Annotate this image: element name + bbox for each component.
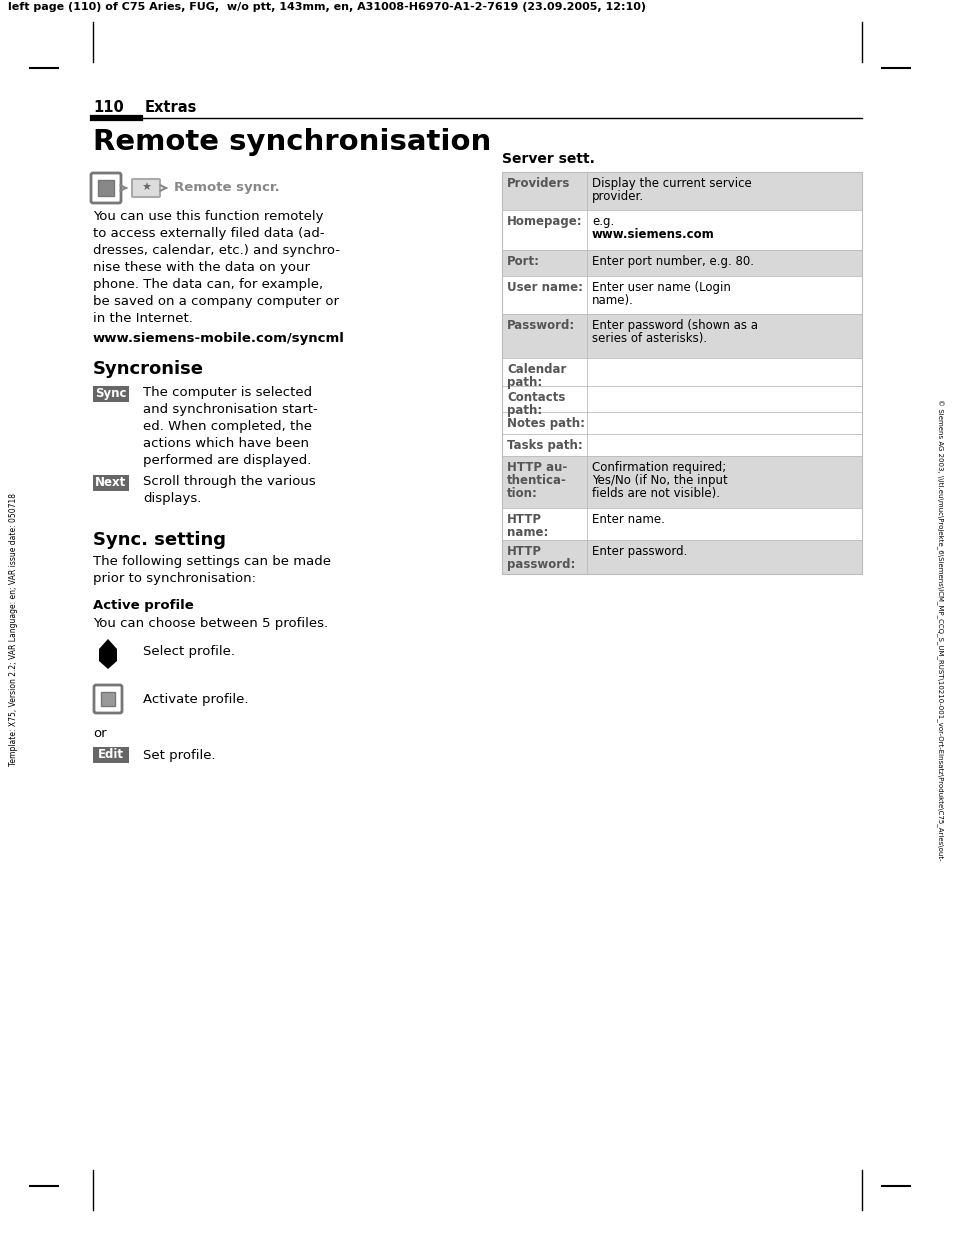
Text: Set profile.: Set profile. <box>143 749 215 763</box>
Text: prior to synchronisation:: prior to synchronisation: <box>92 572 255 586</box>
Bar <box>501 386 862 412</box>
Text: ed. When completed, the: ed. When completed, the <box>143 420 312 434</box>
Text: User name:: User name: <box>506 282 582 294</box>
Text: www.siemens.com: www.siemens.com <box>592 228 714 240</box>
Text: name:: name: <box>506 526 548 540</box>
Text: series of asterisks).: series of asterisks). <box>592 331 706 345</box>
Bar <box>501 250 862 277</box>
Text: performed are displayed.: performed are displayed. <box>143 454 311 467</box>
Bar <box>98 179 113 196</box>
Text: Enter password (shown as a: Enter password (shown as a <box>592 319 758 331</box>
Bar <box>101 692 115 706</box>
Text: Calendar: Calendar <box>506 363 566 376</box>
Text: Display the current service: Display the current service <box>592 177 751 189</box>
Text: in the Internet.: in the Internet. <box>92 312 193 325</box>
Text: Tasks path:: Tasks path: <box>506 439 582 452</box>
Text: Enter name.: Enter name. <box>592 513 664 526</box>
Text: Enter user name (Login: Enter user name (Login <box>592 282 730 294</box>
Bar <box>501 456 862 508</box>
Bar <box>501 434 862 456</box>
Text: The computer is selected: The computer is selected <box>143 386 312 399</box>
Text: Syncronise: Syncronise <box>92 360 204 378</box>
Text: Enter port number, e.g. 80.: Enter port number, e.g. 80. <box>592 255 753 268</box>
Text: © Siemens AG 2003, \\ltl.eu\muc\Projekte_6\Siemens\ICM_MP_CCQ_S_UM_RUST\10210-00: © Siemens AG 2003, \\ltl.eu\muc\Projekte… <box>935 399 943 861</box>
Text: Providers: Providers <box>506 177 570 189</box>
Text: phone. The data can, for example,: phone. The data can, for example, <box>92 278 323 292</box>
Text: HTTP au-: HTTP au- <box>506 461 567 473</box>
Polygon shape <box>99 639 117 649</box>
Text: dresses, calendar, etc.) and synchro-: dresses, calendar, etc.) and synchro- <box>92 244 339 257</box>
Text: Extras: Extras <box>145 100 197 115</box>
Text: Contacts: Contacts <box>506 391 565 404</box>
Text: Next: Next <box>95 476 127 490</box>
Text: Edit: Edit <box>98 749 124 761</box>
Text: HTTP: HTTP <box>506 545 541 558</box>
Text: or: or <box>92 726 107 740</box>
Text: Template: X75, Version 2.2; VAR Language: en; VAR issue date: 050718: Template: X75, Version 2.2; VAR Language… <box>10 493 18 766</box>
Text: and synchronisation start-: and synchronisation start- <box>143 402 317 416</box>
Text: Scroll through the various: Scroll through the various <box>143 475 315 488</box>
Text: The following settings can be made: The following settings can be made <box>92 554 331 568</box>
Text: displays.: displays. <box>143 492 201 505</box>
Text: actions which have been: actions which have been <box>143 437 309 450</box>
Text: Notes path:: Notes path: <box>506 417 584 430</box>
Text: fields are not visible).: fields are not visible). <box>592 487 720 500</box>
Bar <box>99 649 117 660</box>
Text: Homepage:: Homepage: <box>506 216 582 228</box>
Bar <box>501 211 862 250</box>
Text: Sync: Sync <box>95 388 127 400</box>
Text: www.siemens-mobile.com/syncml: www.siemens-mobile.com/syncml <box>92 331 345 345</box>
Bar <box>92 386 129 402</box>
Text: e.g.: e.g. <box>592 216 614 228</box>
Bar <box>501 172 862 574</box>
Text: path:: path: <box>506 376 541 389</box>
Text: path:: path: <box>506 404 541 417</box>
Bar <box>501 540 862 574</box>
Text: Activate profile.: Activate profile. <box>143 693 248 705</box>
Text: Sync. setting: Sync. setting <box>92 531 226 549</box>
Text: Port:: Port: <box>506 255 539 268</box>
Polygon shape <box>99 660 117 669</box>
Text: Yes/No (if No, the input: Yes/No (if No, the input <box>592 473 727 487</box>
Bar <box>92 748 129 763</box>
Text: Enter password.: Enter password. <box>592 545 687 558</box>
FancyBboxPatch shape <box>94 685 122 713</box>
Text: thentica-: thentica- <box>506 473 566 487</box>
Text: Active profile: Active profile <box>92 599 193 612</box>
Text: password:: password: <box>506 558 575 571</box>
Bar <box>501 172 862 211</box>
Bar <box>501 508 862 540</box>
Text: to access externally filed data (ad-: to access externally filed data (ad- <box>92 227 324 240</box>
Text: nise these with the data on your: nise these with the data on your <box>92 260 310 274</box>
Text: Remote synchronisation: Remote synchronisation <box>92 128 491 156</box>
Text: Password:: Password: <box>506 319 575 331</box>
Text: You can use this function remotely: You can use this function remotely <box>92 211 323 223</box>
Text: tion:: tion: <box>506 487 537 500</box>
Bar <box>501 314 862 358</box>
Text: 110: 110 <box>92 100 124 115</box>
Text: HTTP: HTTP <box>506 513 541 526</box>
Text: be saved on a company computer or: be saved on a company computer or <box>92 295 338 308</box>
Text: Confirmation required;: Confirmation required; <box>592 461 725 473</box>
FancyBboxPatch shape <box>91 173 121 203</box>
Text: ★: ★ <box>141 183 151 193</box>
Bar <box>92 475 129 491</box>
Text: name).: name). <box>592 294 633 307</box>
Text: Remote syncr.: Remote syncr. <box>173 182 279 194</box>
Text: left page (110) of C75 Aries, FUG,  w/o ptt, 143mm, en, A31008-H6970-A1-2-7619 (: left page (110) of C75 Aries, FUG, w/o p… <box>8 2 645 12</box>
Text: Server sett.: Server sett. <box>501 152 595 166</box>
Text: Select profile.: Select profile. <box>143 645 234 658</box>
Text: provider.: provider. <box>592 189 643 203</box>
Text: You can choose between 5 profiles.: You can choose between 5 profiles. <box>92 617 328 630</box>
Bar <box>501 358 862 386</box>
Bar <box>501 277 862 314</box>
FancyBboxPatch shape <box>132 179 160 197</box>
Bar <box>501 412 862 434</box>
